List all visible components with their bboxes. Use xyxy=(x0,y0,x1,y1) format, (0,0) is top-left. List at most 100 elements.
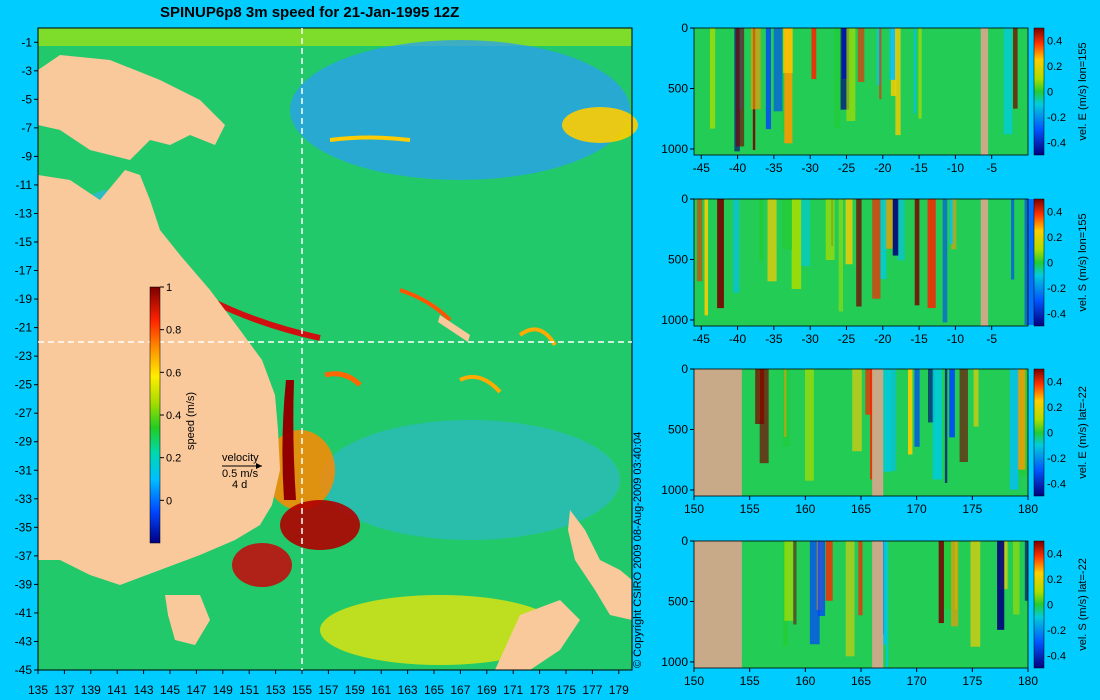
x-tick-label: 143 xyxy=(134,683,154,697)
velocity-stripe xyxy=(783,28,793,74)
colorbar-tick-label: 0.2 xyxy=(1047,574,1062,586)
x-tick-label: -10 xyxy=(947,332,965,346)
section-land xyxy=(980,199,989,326)
velocity-stripe xyxy=(1003,28,1013,135)
x-tick-label: -35 xyxy=(765,161,783,175)
x-tick-label: 169 xyxy=(477,683,497,697)
velocity-stripe xyxy=(846,28,856,121)
section-colorbar xyxy=(1033,198,1045,327)
y-tick-label: -15 xyxy=(15,235,33,249)
arrow-head-icon xyxy=(256,463,262,469)
map-frame xyxy=(37,27,633,671)
velocity-stripe xyxy=(970,541,981,647)
x-tick-label: -20 xyxy=(874,161,892,175)
section-panel: -45 -40 -35 -30 -25 -20 -15 -10 -5 0 500 1000 0.4 0.2… xyxy=(661,192,1089,346)
colorbar-tick-label: 0.4 xyxy=(166,410,181,422)
colorbar-tick-label: -0.2 xyxy=(1047,453,1066,465)
velocity-stripe xyxy=(914,369,920,447)
y-tick-label: -3 xyxy=(21,64,32,78)
colorbar-tick-label: -0.4 xyxy=(1047,650,1066,662)
x-tick-label: 150 xyxy=(684,502,704,516)
eddy-filament xyxy=(329,135,411,142)
x-tick-label: 160 xyxy=(795,502,815,516)
velocity-stripe xyxy=(1013,28,1018,109)
x-tick-label: -5 xyxy=(986,161,997,175)
x-tick-label: 139 xyxy=(81,683,101,697)
x-tick-label: -35 xyxy=(765,332,783,346)
x-tick-label: -45 xyxy=(693,161,711,175)
y-tick-label: -43 xyxy=(15,634,33,648)
velocity-stripe xyxy=(951,199,957,250)
velocity-legend-value: 0.5 m/s xyxy=(222,468,259,480)
velocity-stripe xyxy=(897,199,905,261)
velocity-stripe xyxy=(872,199,881,299)
x-tick-label: 149 xyxy=(213,683,233,697)
x-tick-label: 141 xyxy=(107,683,127,697)
ocean-low-speed-region xyxy=(290,40,630,180)
eddy-filament xyxy=(459,375,502,394)
map-chart: 1 0.8 0.6 0.4 0.2 0 speed (m/s) velocity 0.5 … xyxy=(15,27,638,697)
new-zealand-north-island xyxy=(568,510,632,620)
colorbar-tick-label: 0.2 xyxy=(1047,402,1062,414)
x-tick-label: 150 xyxy=(684,674,704,688)
velocity-stripe xyxy=(938,541,944,624)
colorbar-tick-label: -0.4 xyxy=(1047,478,1066,490)
velocity-stripe xyxy=(733,199,740,293)
velocity-stripe xyxy=(885,541,889,667)
ocean-low-speed-region xyxy=(320,420,620,540)
colorbar-tick-label: -0.2 xyxy=(1047,112,1066,124)
velocity-stripe xyxy=(782,28,787,134)
velocity-stripe xyxy=(886,369,897,471)
x-tick-label: 145 xyxy=(160,683,180,697)
x-tick-label: 175 xyxy=(962,674,982,688)
x-tick-label: 157 xyxy=(318,683,338,697)
section-land xyxy=(694,369,742,496)
velocity-stripe xyxy=(882,369,892,472)
velocity-stripe xyxy=(944,369,948,483)
y-tick-label: -17 xyxy=(15,264,33,278)
ocean-high-speed-region xyxy=(562,107,638,143)
colorbar-tick-label: 0 xyxy=(1047,428,1053,440)
velocity-stripe xyxy=(973,369,979,427)
x-tick-label: 171 xyxy=(503,683,523,697)
x-tick-label: 160 xyxy=(795,674,815,688)
y-tick-label: 0 xyxy=(681,362,688,376)
x-tick-label: -40 xyxy=(729,161,747,175)
colorbar-tick-label: 0 xyxy=(1047,600,1053,612)
x-tick-label: 159 xyxy=(345,683,365,697)
velocity-stripe xyxy=(858,541,863,616)
velocity-stripe xyxy=(834,28,841,128)
velocity-stripe xyxy=(784,28,793,144)
velocity-stripe xyxy=(735,28,745,147)
x-tick-label: 173 xyxy=(530,683,550,697)
x-tick-label: -25 xyxy=(838,332,856,346)
eddy-filament xyxy=(399,288,452,322)
x-tick-label: 155 xyxy=(292,683,312,697)
velocity-stripe xyxy=(767,199,777,282)
y-tick-label: 0 xyxy=(681,21,688,35)
copyright-notice: © Copyright CSIRO 2009 08-Aug-2009 03:40… xyxy=(632,431,644,668)
velocity-stripe xyxy=(750,28,761,110)
colorbar-tick-label: 0 xyxy=(1047,87,1053,99)
velocity-stripe xyxy=(884,199,894,249)
papua-new-guinea-landmass xyxy=(38,55,225,160)
velocity-stripe xyxy=(889,28,896,80)
x-tick-label: 155 xyxy=(740,502,760,516)
velocity-stripe xyxy=(1011,199,1015,280)
velocity-stripe xyxy=(809,541,820,645)
new-zealand-south-island xyxy=(495,600,580,670)
x-tick-label: -45 xyxy=(693,332,711,346)
velocity-stripe xyxy=(791,199,802,289)
velocity-stripe xyxy=(845,199,853,265)
ocean-high-speed-region xyxy=(232,543,292,587)
velocity-stripe xyxy=(951,541,959,627)
velocity-stripe xyxy=(825,199,835,261)
section-panel: 150 155 160 165 170 175 180 0 500 1000 0.4 0.2 0 -0.2… xyxy=(661,362,1089,516)
y-tick-label: 0 xyxy=(681,192,688,206)
x-tick-label: -15 xyxy=(910,161,928,175)
velocity-stripe xyxy=(717,199,724,309)
eddy-filament xyxy=(518,327,557,347)
velocity-stripe xyxy=(1009,369,1019,490)
y-tick-label: -19 xyxy=(15,292,33,306)
x-tick-label: 153 xyxy=(266,683,286,697)
